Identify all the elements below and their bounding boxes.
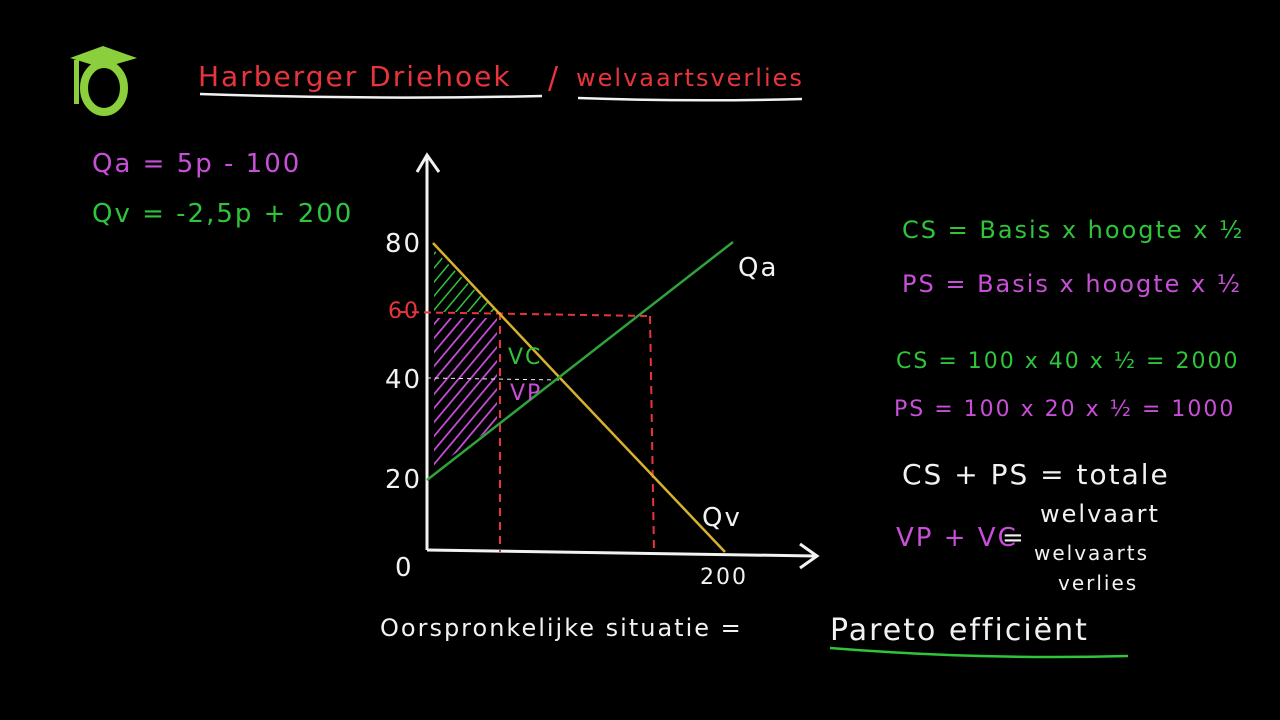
curve-label: Qa — [738, 253, 778, 283]
y-tick-label: 40 — [385, 365, 422, 395]
area-label: VC — [508, 345, 542, 370]
title-underline — [577, 96, 803, 102]
formula: CS = Basis x hoogte x ½ — [902, 216, 1244, 244]
y-tick-label: 60 — [388, 299, 420, 324]
x-axis — [426, 548, 816, 558]
formula: CS = 100 x 40 x ½ = 2000 — [896, 349, 1239, 374]
x-tick-label: 200 — [700, 565, 748, 590]
x-arrow — [799, 542, 820, 570]
y-tick-label: 20 — [385, 465, 422, 495]
title-separator: / — [548, 61, 560, 96]
formula: verlies — [1058, 571, 1138, 595]
area-label: VP — [510, 381, 542, 406]
formula: welvaarts — [1034, 541, 1149, 565]
title-main: Harberger Driehoek — [198, 60, 512, 93]
footer-highlight: Pareto efficiënt — [830, 613, 1089, 648]
ps-area — [434, 318, 497, 468]
formula: PS = Basis x hoogte x ½ — [902, 270, 1242, 298]
price-line — [399, 311, 649, 317]
formula: PS = 100 x 20 x ½ = 1000 — [894, 397, 1235, 422]
cs-area — [434, 250, 497, 312]
formula: welvaart — [1040, 500, 1160, 528]
formula: = — [1002, 523, 1026, 553]
equation: Qa = 5p - 100 — [92, 149, 301, 179]
logo — [70, 46, 137, 116]
equilibrium-line — [426, 377, 561, 381]
equation: Qv = -2,5p + 200 — [92, 199, 353, 229]
title-sub: welvaartsverlies — [576, 64, 804, 92]
y-tick-label: 80 — [385, 229, 422, 259]
curve-label: Qv — [702, 503, 742, 533]
title-underline — [199, 92, 543, 99]
y-arrow — [415, 152, 441, 173]
quantity-line — [649, 315, 655, 553]
graph — [399, 152, 820, 570]
formula: CS + PS = totale — [902, 458, 1170, 491]
formula: VP + VC — [896, 523, 1018, 553]
supply-curve — [426, 241, 734, 481]
footer-underline — [829, 646, 1129, 659]
origin-label: 0 — [395, 553, 414, 583]
footer-text: Oorspronkelijke situatie = — [380, 614, 743, 642]
